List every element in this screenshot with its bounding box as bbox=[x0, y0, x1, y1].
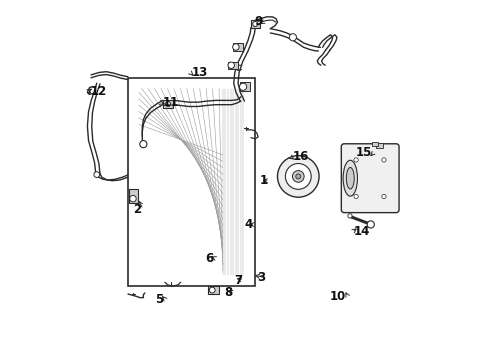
Circle shape bbox=[252, 22, 257, 27]
Text: 15: 15 bbox=[355, 145, 372, 158]
FancyBboxPatch shape bbox=[341, 144, 398, 213]
Circle shape bbox=[232, 44, 239, 50]
Text: 10: 10 bbox=[329, 290, 346, 303]
Circle shape bbox=[295, 174, 300, 179]
Circle shape bbox=[285, 163, 310, 189]
Bar bbox=[128, 78, 255, 286]
Circle shape bbox=[292, 171, 304, 182]
Bar bbox=[371, 141, 378, 146]
Bar bbox=[163, 100, 173, 108]
Text: 13: 13 bbox=[191, 66, 207, 79]
Bar bbox=[240, 82, 250, 91]
Text: 14: 14 bbox=[353, 225, 369, 238]
Text: 7: 7 bbox=[233, 274, 242, 287]
Circle shape bbox=[140, 140, 147, 148]
Bar bbox=[233, 43, 243, 51]
Text: 16: 16 bbox=[292, 150, 308, 163]
Text: 3: 3 bbox=[256, 271, 264, 284]
Circle shape bbox=[239, 83, 246, 90]
Circle shape bbox=[347, 214, 351, 218]
Bar bbox=[207, 286, 219, 294]
Text: 9: 9 bbox=[254, 15, 262, 28]
Ellipse shape bbox=[346, 167, 353, 189]
Text: 11: 11 bbox=[163, 96, 179, 109]
Circle shape bbox=[165, 102, 170, 107]
Circle shape bbox=[209, 287, 215, 293]
Bar bbox=[376, 143, 382, 148]
Circle shape bbox=[277, 156, 319, 197]
Text: 6: 6 bbox=[204, 252, 213, 265]
Text: 2: 2 bbox=[133, 203, 142, 216]
Text: 4: 4 bbox=[244, 218, 252, 231]
Circle shape bbox=[289, 34, 296, 41]
Circle shape bbox=[129, 195, 136, 202]
Text: 8: 8 bbox=[224, 287, 232, 300]
Bar bbox=[228, 62, 238, 69]
Circle shape bbox=[94, 172, 100, 177]
Text: 1: 1 bbox=[259, 174, 267, 187]
Circle shape bbox=[381, 194, 386, 199]
Ellipse shape bbox=[343, 160, 357, 196]
Bar bbox=[250, 21, 259, 28]
Circle shape bbox=[366, 221, 373, 228]
Circle shape bbox=[381, 158, 386, 162]
Text: 12: 12 bbox=[90, 85, 106, 98]
Text: 5: 5 bbox=[155, 293, 163, 306]
Bar bbox=[128, 189, 137, 203]
Circle shape bbox=[353, 158, 358, 162]
Circle shape bbox=[227, 62, 234, 68]
Circle shape bbox=[353, 194, 358, 199]
